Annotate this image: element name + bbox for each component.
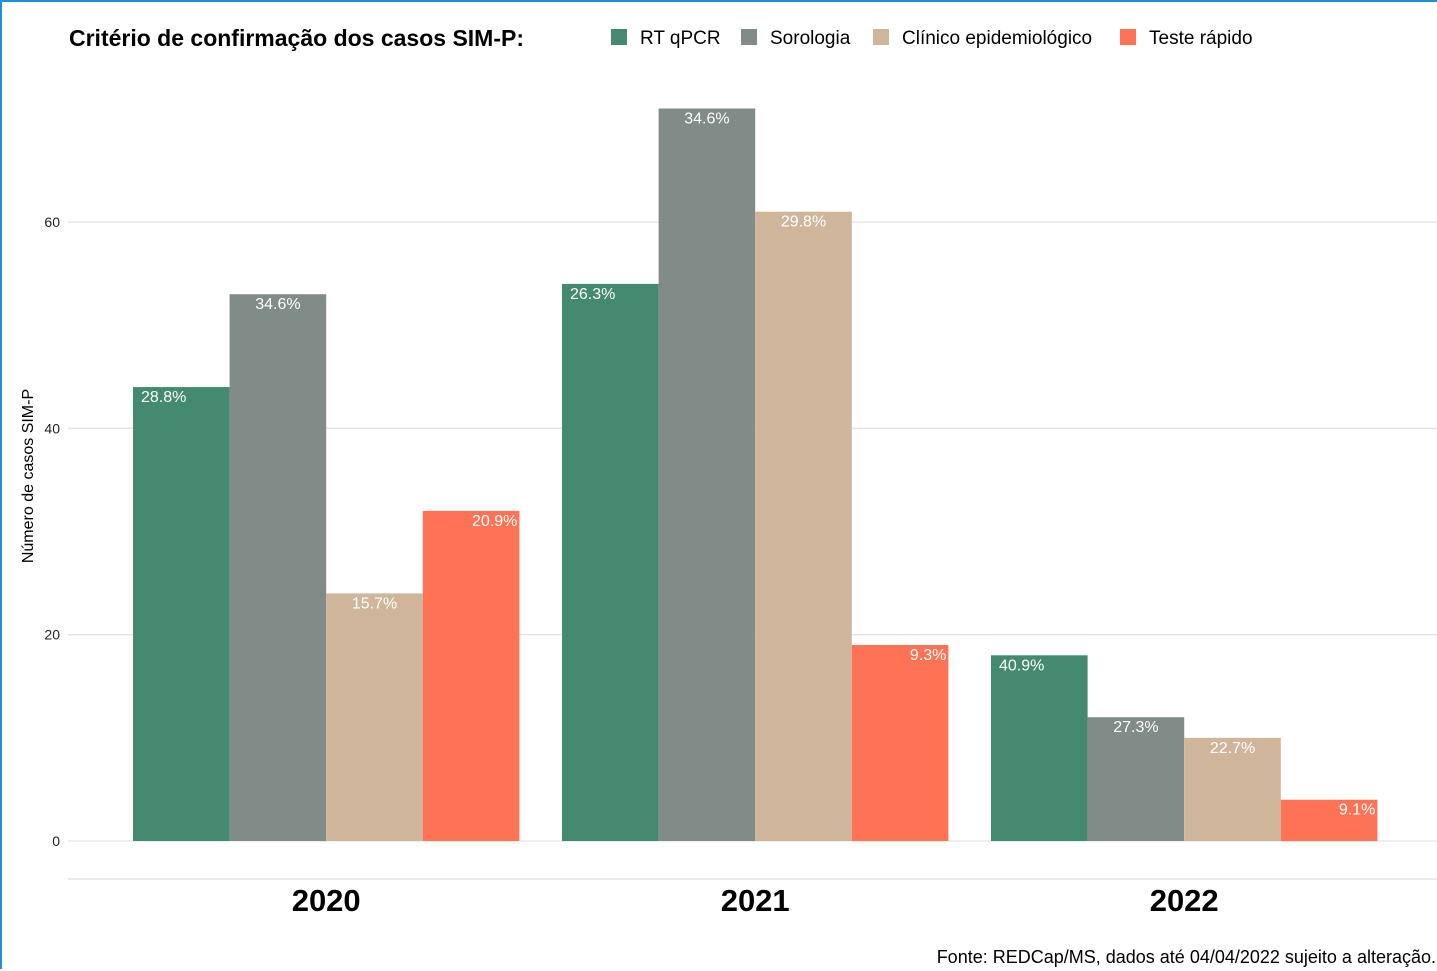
bar (851, 644, 949, 841)
bar (1087, 717, 1185, 841)
bar-labels: 28.8% 34.6% 15.7% 20.9% 26.3% 34.6% 29.8% 9.3% 4… (141, 111, 1375, 819)
bar (991, 655, 1088, 841)
x-category-label: 2022 (1150, 883, 1219, 918)
bar-value-label: 26.3% (570, 286, 615, 303)
bar (133, 387, 230, 841)
bar (562, 283, 659, 841)
bar-value-label: 28.8% (141, 389, 186, 406)
bar-value-label: 9.1% (1339, 802, 1375, 819)
legend-item-label: RT qPCR (640, 28, 721, 49)
legend-swatch (873, 29, 889, 45)
legend-item-label: Clínico epidemiológico (902, 28, 1092, 49)
bar (755, 211, 852, 841)
y-tick-label: 0 (52, 833, 60, 849)
y-axis-label: Número de casos SIM-P (20, 389, 37, 563)
bar (326, 593, 423, 841)
bar-value-label: 9.3% (910, 647, 946, 664)
source-caption: Fonte: REDCap/MS, dados até 04/04/2022 s… (937, 947, 1436, 967)
legend-swatch (611, 29, 627, 45)
x-category-label: 2020 (292, 883, 361, 918)
legend-item-label: Sorologia (770, 28, 851, 49)
legend-swatch (1120, 29, 1136, 45)
y-tick-label: 40 (44, 420, 60, 436)
legend-item-label: Teste rápido (1149, 28, 1253, 49)
legend-swatch (741, 29, 757, 45)
legend-title: Critério de confirmação dos casos SIM-P: (69, 25, 524, 51)
bar-value-label: 40.9% (999, 657, 1044, 674)
bar (422, 510, 520, 841)
bar-value-label: 34.6% (684, 111, 729, 128)
bar-value-label: 20.9% (472, 513, 517, 530)
bar-value-label: 15.7% (352, 595, 397, 612)
y-tick-label: 60 (44, 214, 60, 230)
x-category-label: 2021 (721, 883, 790, 918)
bar-value-label: 27.3% (1113, 719, 1158, 736)
bars (133, 108, 1378, 842)
bar-value-label: 29.8% (781, 214, 826, 231)
axes: Número de casos SIM-P 0 20 40 60 2020 2021 202… (20, 214, 1437, 918)
bar (229, 294, 327, 841)
bar-value-label: 22.7% (1210, 740, 1255, 757)
bar-value-label: 34.6% (255, 296, 300, 313)
y-tick-label: 20 (44, 627, 60, 643)
bar (658, 108, 756, 842)
bar (1280, 799, 1378, 841)
bar (1184, 737, 1281, 841)
legend: Critério de confirmação dos casos SIM-P:… (69, 25, 1253, 51)
